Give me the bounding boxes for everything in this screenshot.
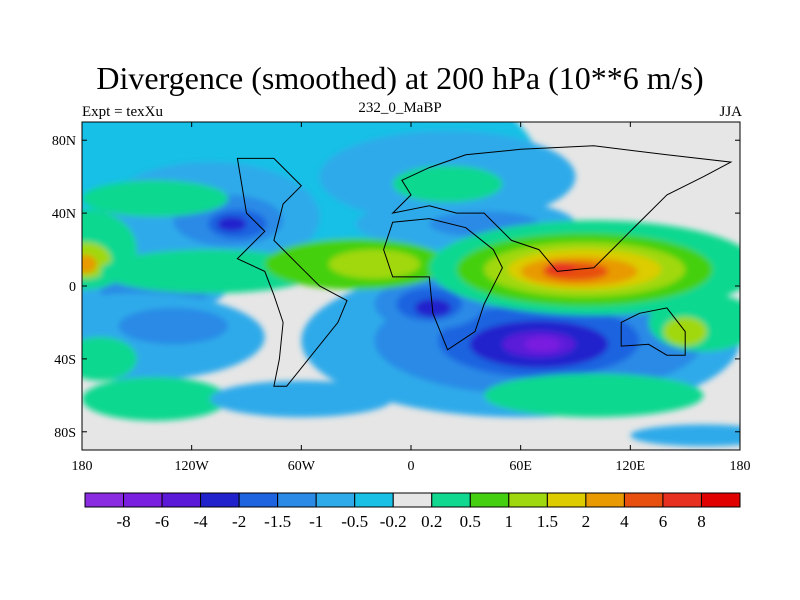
- y-tick-label: 40S: [54, 353, 76, 368]
- colorbar-label: -1: [309, 512, 323, 531]
- colorbar-label: -1.5: [264, 512, 291, 531]
- coastline-2: [391, 145, 733, 272]
- y-tick-label: 40N: [52, 207, 76, 222]
- colorbar: -8 -6 -4 -2 -1.5 -1 -0.5 -0.2 0.2 0.5 1 1.5 2 4 6 8: [84, 492, 741, 531]
- colorbar-swatch: [277, 492, 317, 508]
- colorbar-swatch: [623, 492, 664, 508]
- colorbar-swatch: [123, 492, 163, 508]
- colorbar-swatch: [84, 492, 125, 508]
- colorbar-swatch: [700, 492, 741, 508]
- colorbar-label: -8: [116, 512, 130, 531]
- colorbar-swatch: [546, 492, 587, 508]
- colorbar-swatch: [392, 492, 433, 508]
- colorbar-label: 1: [505, 512, 514, 531]
- colorbar-label: -6: [155, 512, 169, 531]
- season-label: JJA: [719, 104, 742, 120]
- colorbar-label: 2: [582, 512, 591, 531]
- case-label: 232_0_MaBP: [358, 100, 442, 116]
- colorbar-swatch: [662, 492, 702, 508]
- x-tick-label: 120W: [175, 459, 210, 474]
- divergence-map: [82, 122, 740, 450]
- colorbar-label: 0.2: [421, 512, 442, 531]
- colorbar-swatch: [200, 492, 240, 508]
- colorbar-label: -0.2: [380, 512, 407, 531]
- colorbar-swatch: [354, 492, 394, 508]
- coastline-3: [620, 307, 686, 356]
- colorbar-label: 6: [659, 512, 668, 531]
- coastline-1: [383, 218, 503, 351]
- y-tick-label: 80N: [52, 134, 76, 149]
- x-tick-label: 60E: [509, 459, 532, 474]
- colorbar-swatch: [315, 492, 356, 508]
- x-tick-label: 60W: [288, 459, 316, 474]
- colorbar-swatch: [469, 492, 510, 508]
- colorbar-label: 4: [620, 512, 629, 531]
- y-tick-label: 80S: [54, 426, 76, 441]
- y-tick-label: 0: [69, 280, 76, 295]
- experiment-label: Expt = texXu: [82, 104, 163, 120]
- colorbar-label: 1.5: [537, 512, 558, 531]
- colorbar-swatch: [431, 492, 471, 508]
- colorbar-label: 8: [697, 512, 706, 531]
- chart-title: Divergence (smoothed) at 200 hPa (10**6 …: [96, 60, 704, 96]
- x-tick-label: 120E: [616, 459, 646, 474]
- colorbar-label: 0.5: [460, 512, 481, 531]
- colorbar-label: -2: [232, 512, 246, 531]
- colorbar-label: -4: [194, 512, 209, 531]
- x-tick-label: 180: [72, 459, 93, 474]
- coastline-0: [236, 157, 348, 387]
- x-tick-label: 0: [408, 459, 415, 474]
- colorbar-swatch: [585, 492, 625, 508]
- colorbar-label: -0.5: [341, 512, 368, 531]
- colorbar-swatch: [161, 492, 202, 508]
- colorbar-swatch: [238, 492, 279, 508]
- x-tick-label: 180: [730, 459, 751, 474]
- colorbar-swatch: [508, 492, 548, 508]
